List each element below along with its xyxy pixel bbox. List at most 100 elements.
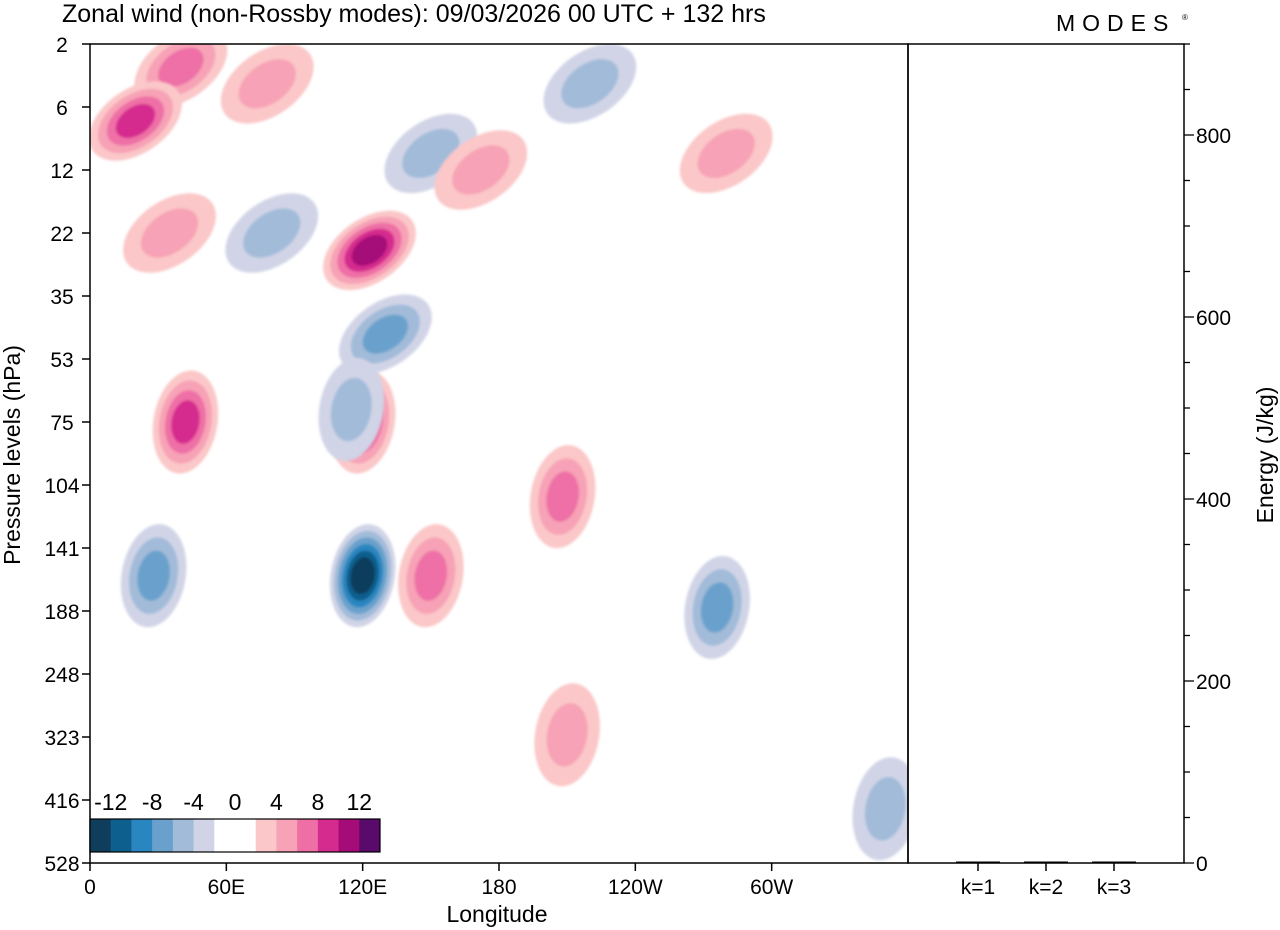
colorbar-frame (89, 818, 381, 853)
westerly-anomaly (152, 370, 219, 474)
longitude-tick-label: 120E (338, 876, 387, 899)
longitude-tick-label: 0 (84, 876, 96, 899)
colorbar-label: 4 (270, 789, 283, 815)
longitude-tick-label: 180 (481, 876, 516, 899)
longitude-tick-label: 60W (750, 876, 793, 899)
contour-level (697, 128, 755, 179)
pressure-tick-label: 188 (44, 601, 79, 624)
colorbar-label: -4 (183, 789, 204, 815)
colorbar-swatch (255, 819, 277, 852)
contour-level (452, 145, 510, 195)
colorbar-swatch (110, 819, 132, 852)
pressure-tick-label: 2 (56, 34, 68, 57)
energy-category-label: k=3 (1097, 876, 1131, 899)
contour-level (546, 703, 588, 767)
westerly-anomaly (529, 445, 596, 549)
easterly-anomaly (543, 44, 637, 124)
x-axis-label: Longitude (446, 901, 547, 927)
contour-level (561, 59, 619, 109)
longitude-axis: 0 60E 120E 180 120W 60W (84, 863, 793, 899)
colorbar-swatch (131, 819, 153, 852)
energy-bar (1024, 861, 1068, 863)
energy-panel: 0 200 400 600 800 k=1 k=2 k=3 Energy (J/kg) (907, 43, 1278, 899)
contour-level (140, 208, 199, 258)
colorbar: -12 -8 -4 0 4 8 12 (89, 789, 381, 853)
colorbar-label: -8 (142, 789, 162, 815)
energy-axis-label: Energy (J/kg) (1252, 387, 1278, 524)
colorbar-swatch (152, 819, 174, 852)
colorbar-swatch (317, 819, 340, 852)
modes-logo: MODES (1056, 10, 1175, 36)
westerly-anomaly (434, 130, 528, 210)
contour-level (158, 47, 204, 87)
westerly-anomaly (134, 44, 228, 107)
colorbar-label: 0 (229, 789, 242, 815)
pressure-axis: 2 6 12 22 35 53 75 104 141 188 248 323 416 528 (44, 34, 90, 876)
easterly-anomaly (225, 193, 319, 273)
contour-level (362, 314, 409, 354)
energy-tick-label: 0 (1196, 853, 1208, 876)
wind-anomaly-field (90, 44, 908, 861)
modes-logo-mark: ® (1182, 13, 1188, 22)
energy-tick-label: 600 (1196, 307, 1231, 330)
contour-level (350, 557, 375, 595)
longitude-tick-label: 120W (608, 876, 663, 899)
pressure-tick-label: 104 (44, 475, 79, 498)
pressure-tick-label: 53 (50, 349, 73, 372)
easterly-anomaly (852, 757, 908, 861)
energy-frame (907, 43, 1185, 864)
energy-axis: 0 200 400 600 800 (1184, 43, 1231, 876)
pressure-tick-label: 6 (56, 97, 68, 120)
energy-bar (956, 861, 1000, 863)
colorbar-swatch (90, 819, 112, 852)
contour-level (137, 550, 170, 601)
chart-title: Zonal wind (non-Rossby modes): 09/03/202… (62, 0, 766, 28)
westerly-anomaly (90, 81, 182, 161)
energy-category-label: k=2 (1029, 876, 1063, 899)
colorbar-swatch (359, 819, 381, 852)
westerly-anomaly (398, 524, 464, 628)
colorbar-label: 12 (346, 789, 372, 815)
energy-bars: k=1 k=2 k=3 (956, 861, 1136, 899)
westerly-anomaly (220, 44, 314, 124)
contour-level (700, 582, 734, 633)
contour-level (351, 234, 388, 266)
colorbar-swatch (235, 819, 257, 852)
colorbar-label: 8 (311, 789, 324, 815)
pressure-tick-label: 248 (44, 664, 79, 687)
easterly-anomaly (684, 555, 750, 659)
contour-level (546, 471, 579, 522)
heatmap-panel: 2 6 12 22 35 53 75 104 141 188 248 323 416 528 0 60E 12… (0, 34, 909, 927)
contour-level (414, 550, 448, 601)
easterly-anomaly (318, 357, 385, 461)
contour-level (243, 208, 301, 258)
energy-tick-label: 400 (1196, 489, 1231, 512)
contour-level (171, 400, 200, 444)
pressure-tick-label: 528 (44, 853, 79, 876)
energy-category-label: k=1 (961, 876, 995, 899)
pressure-tick-label: 12 (50, 160, 73, 183)
colorbar-label: -12 (94, 789, 127, 815)
pressure-tick-label: 22 (50, 223, 73, 246)
pressure-tick-label: 141 (44, 538, 79, 561)
y-axis-label: Pressure levels (hPa) (0, 345, 25, 565)
westerly-anomaly (534, 683, 600, 787)
colorbar-swatch (172, 819, 195, 852)
contour-level (238, 59, 296, 109)
energy-tick-label: 200 (1196, 671, 1231, 694)
colorbar-swatch (297, 819, 319, 852)
easterly-anomaly (329, 524, 396, 628)
westerly-anomaly (679, 113, 773, 194)
easterly-anomaly (339, 294, 432, 374)
pressure-tick-label: 416 (44, 790, 79, 813)
longitude-tick-label: 60E (208, 876, 245, 899)
colorbar-swatch (193, 819, 215, 852)
pressure-tick-label: 35 (50, 286, 73, 309)
contour-level (115, 103, 156, 139)
colorbar-swatch (276, 819, 298, 852)
pressure-tick-label: 323 (44, 727, 79, 750)
westerly-anomaly (323, 210, 416, 291)
pressure-tick-label: 75 (50, 412, 73, 435)
westerly-anomaly (123, 193, 216, 273)
